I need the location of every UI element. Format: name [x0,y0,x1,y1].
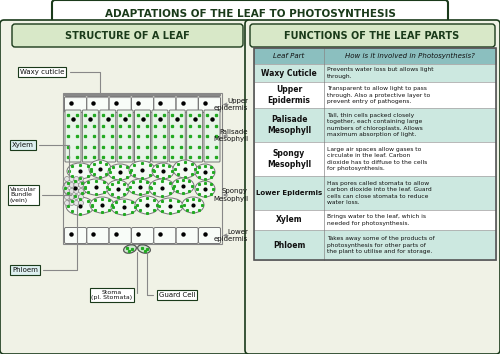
Bar [254,82,496,108]
Text: Large air spaces allow gases to
circulate in the leaf. Carbon
dioxide has to dif: Large air spaces allow gases to circulat… [327,147,427,171]
Circle shape [64,200,70,206]
Text: Phloem: Phloem [12,206,77,273]
Ellipse shape [157,198,183,214]
Text: Leaf Part: Leaf Part [274,53,304,59]
FancyBboxPatch shape [87,228,109,244]
Circle shape [74,188,79,194]
Text: Transparent to allow light to pass
through. Also a protective layer to
prevent e: Transparent to allow light to pass throu… [327,86,430,104]
FancyBboxPatch shape [132,228,154,244]
FancyBboxPatch shape [132,97,154,113]
Circle shape [64,188,70,194]
FancyBboxPatch shape [100,110,116,162]
Circle shape [74,200,79,206]
Text: Prevents water loss but allows light
through.: Prevents water loss but allows light thr… [327,67,434,79]
FancyBboxPatch shape [117,110,133,162]
Text: Lower Epidermis: Lower Epidermis [256,190,322,196]
Ellipse shape [173,160,197,178]
FancyBboxPatch shape [186,110,202,162]
Ellipse shape [182,197,204,213]
Text: Upper
Epidermis: Upper Epidermis [268,85,310,105]
Text: Waxy cuticle: Waxy cuticle [20,69,100,93]
Text: Brings water to the leaf, which is
needed for photosynthesis.: Brings water to the leaf, which is neede… [327,215,426,225]
Text: FUNCTIONS OF THE LEAF PARTS: FUNCTIONS OF THE LEAF PARTS [284,31,460,41]
Text: Palisade
Mesophyll: Palisade Mesophyll [213,130,248,143]
Bar [254,230,496,260]
FancyBboxPatch shape [109,228,131,244]
FancyBboxPatch shape [82,110,98,162]
FancyBboxPatch shape [250,24,495,47]
FancyBboxPatch shape [12,24,243,47]
Circle shape [78,194,84,200]
FancyBboxPatch shape [154,228,176,244]
Ellipse shape [135,196,159,214]
Circle shape [69,188,74,194]
Circle shape [69,183,74,188]
Text: Tall, thin cells packed closely
together, each containing large
numbers of chlor: Tall, thin cells packed closely together… [327,113,423,137]
FancyBboxPatch shape [64,97,86,113]
FancyBboxPatch shape [176,97,198,113]
Bar [254,48,496,64]
Text: Palisade
Mesophyll: Palisade Mesophyll [267,115,311,135]
Ellipse shape [138,245,150,253]
Ellipse shape [172,178,194,194]
FancyBboxPatch shape [169,110,185,162]
Ellipse shape [129,161,155,179]
Ellipse shape [67,163,93,179]
Bar [254,142,496,176]
Circle shape [78,188,84,194]
Bar [254,176,496,210]
Text: Vascular
Bundle
(vein): Vascular Bundle (vein) [10,187,72,203]
Circle shape [69,177,74,182]
Text: Xylem: Xylem [276,216,302,224]
FancyBboxPatch shape [245,20,500,354]
Circle shape [69,200,74,206]
Circle shape [74,183,79,188]
FancyBboxPatch shape [134,110,150,162]
Ellipse shape [89,160,111,178]
Text: Lower
epidermis: Lower epidermis [214,229,248,242]
Ellipse shape [108,164,132,180]
Text: STRUCTURE OF A LEAF: STRUCTURE OF A LEAF [64,31,190,41]
Bar [254,48,496,260]
Text: Takes away some of the products of
photosynthesis for other parts of
the plant t: Takes away some of the products of photo… [327,236,435,254]
Circle shape [78,183,84,188]
Ellipse shape [66,197,94,215]
FancyBboxPatch shape [0,20,251,354]
Ellipse shape [149,179,175,197]
FancyBboxPatch shape [65,110,81,162]
Bar [254,108,496,142]
Ellipse shape [90,197,114,213]
Circle shape [74,194,79,200]
Text: Upper
epidermis: Upper epidermis [214,98,248,111]
Bar [254,210,496,230]
Text: Has pores called stomata to allow
carbon dioxide into the leaf. Guard
cells can : Has pores called stomata to allow carbon… [327,181,432,205]
Text: Guard Cell: Guard Cell [147,252,195,298]
FancyBboxPatch shape [52,0,448,26]
Ellipse shape [152,163,174,179]
Text: ADAPTATIONS OF THE LEAF TO PHOTOSYNTHESIS: ADAPTATIONS OF THE LEAF TO PHOTOSYNTHESI… [104,9,396,19]
FancyBboxPatch shape [154,97,176,113]
Circle shape [64,177,70,182]
Circle shape [64,183,70,188]
Ellipse shape [63,179,87,197]
Circle shape [64,194,70,200]
Text: Spongy
Mesophyll: Spongy Mesophyll [267,149,311,169]
Ellipse shape [128,179,152,195]
FancyBboxPatch shape [198,228,220,244]
FancyBboxPatch shape [64,228,86,244]
Text: Xylem: Xylem [12,142,69,176]
Ellipse shape [124,245,136,253]
Ellipse shape [195,181,215,197]
FancyBboxPatch shape [204,110,220,162]
Circle shape [74,177,79,182]
FancyBboxPatch shape [87,97,109,113]
Ellipse shape [107,180,129,198]
Text: Stoma
(pl. Stomata): Stoma (pl. Stomata) [92,252,137,301]
Text: Waxy Cuticle: Waxy Cuticle [261,69,317,78]
Circle shape [78,177,84,182]
Bar [254,64,496,82]
Text: Phloem: Phloem [273,240,305,250]
FancyBboxPatch shape [109,97,131,113]
FancyBboxPatch shape [198,97,220,113]
